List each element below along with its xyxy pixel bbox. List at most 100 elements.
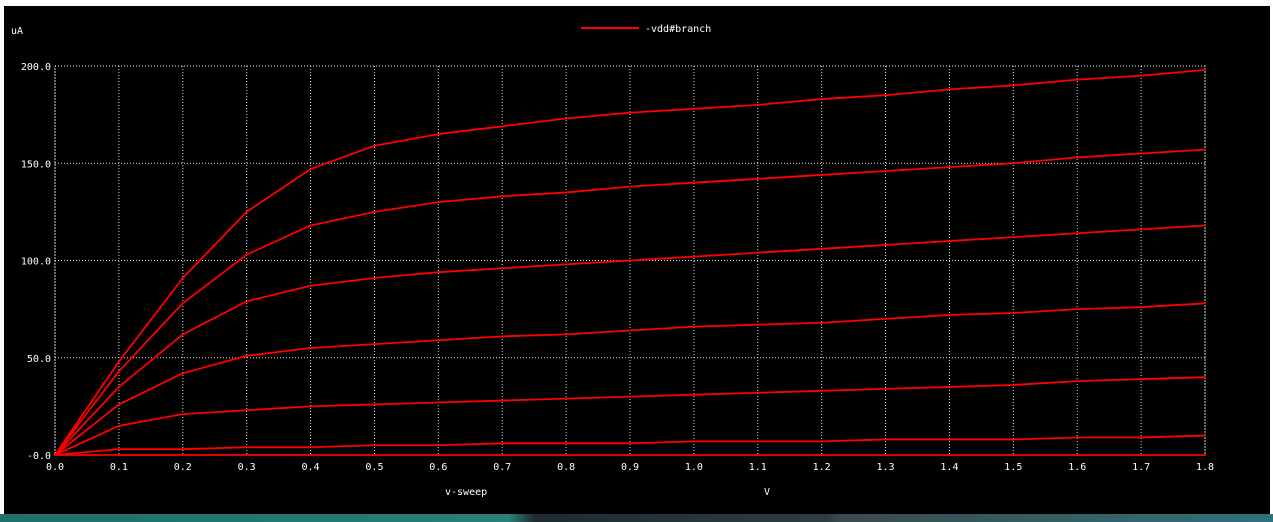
data-point — [373, 210, 376, 213]
data-point — [309, 454, 312, 456]
data-point — [373, 343, 376, 346]
data-point — [820, 389, 823, 392]
data-point — [1140, 74, 1143, 77]
x-tick-label: 0.7 — [493, 462, 511, 473]
data-point — [245, 409, 248, 412]
data-point — [884, 244, 887, 246]
data-point — [501, 267, 504, 270]
data-point — [181, 454, 184, 456]
data-point — [245, 300, 248, 303]
data-point — [117, 454, 120, 456]
x-tick-label: 0.5 — [365, 462, 383, 473]
data-point — [437, 401, 440, 404]
x-tick-label: 0.3 — [238, 462, 256, 473]
data-point — [1076, 156, 1079, 159]
data-point — [1076, 78, 1079, 81]
data-point — [884, 170, 887, 172]
data-point — [692, 454, 695, 456]
data-point — [1204, 302, 1206, 305]
data-point — [565, 117, 568, 120]
data-point — [501, 125, 504, 128]
data-point — [437, 339, 440, 342]
data-point — [629, 259, 631, 262]
data-point — [820, 98, 823, 100]
x-tick-label: 1.2 — [813, 462, 831, 473]
data-point — [1204, 68, 1206, 71]
data-point — [820, 454, 823, 456]
y-tick-label: -0.0 — [27, 451, 51, 462]
data-point — [820, 247, 823, 250]
data-point — [309, 347, 312, 349]
data-point — [1012, 384, 1015, 386]
data-point — [565, 333, 568, 336]
data-point — [245, 454, 248, 456]
data-point — [181, 372, 184, 375]
data-point — [629, 454, 631, 456]
x-tick-label: 0.4 — [302, 462, 320, 473]
data-point — [1012, 312, 1015, 314]
data-point — [117, 424, 120, 427]
data-point — [1140, 454, 1143, 456]
data-point — [181, 448, 184, 451]
data-point — [820, 174, 823, 176]
data-point — [1076, 436, 1079, 439]
data-point — [1076, 380, 1079, 382]
data-point — [692, 181, 695, 184]
x-tick-label: 1.5 — [1004, 462, 1022, 473]
data-point — [884, 454, 887, 456]
data-point — [501, 335, 504, 338]
data-point — [884, 317, 887, 320]
data-point — [54, 454, 56, 456]
legend-label: -vdd#branch — [645, 24, 711, 35]
data-point — [756, 323, 759, 326]
data-point — [117, 360, 120, 363]
y-tick-label: 200.0 — [21, 62, 51, 73]
data-point — [565, 263, 568, 266]
data-point — [309, 405, 312, 408]
data-point — [565, 397, 568, 400]
line-chart: 0.0 0.1 0.2 0.3 0.4 0.5 0.6 0.7 0.8 0.9 1.0 1.1 1.2 1… — [11, 24, 1214, 498]
data-point — [117, 386, 120, 388]
data-point — [373, 454, 376, 456]
data-point — [692, 255, 695, 258]
data-point — [1076, 454, 1079, 456]
data-point — [884, 94, 887, 97]
data-point — [629, 395, 631, 398]
x-tick-label: 0.8 — [557, 462, 575, 473]
x-tick-label: 1.8 — [1196, 462, 1214, 473]
data-point — [948, 314, 951, 316]
data-point — [181, 277, 184, 279]
data-point — [948, 240, 951, 242]
data-point — [692, 325, 695, 328]
data-point — [117, 370, 120, 373]
series-lines — [54, 68, 1206, 456]
data-point — [437, 201, 440, 204]
data-point — [501, 399, 504, 402]
data-point — [1076, 232, 1079, 235]
data-point — [1012, 162, 1015, 165]
data-point — [692, 107, 695, 110]
data-point — [756, 251, 759, 254]
x-unit-label: V — [764, 487, 770, 498]
data-point — [1140, 228, 1143, 231]
data-point — [1012, 84, 1015, 87]
data-point — [884, 387, 887, 390]
data-point — [501, 454, 504, 456]
data-point — [1012, 236, 1015, 239]
data-point — [629, 329, 631, 332]
plot-window: 0.0 0.1 0.2 0.3 0.4 0.5 0.6 0.7 0.8 0.9 1.0 1.1 1.2 1… — [4, 6, 1270, 514]
data-point — [948, 88, 951, 91]
data-point — [437, 271, 440, 274]
data-point — [309, 446, 312, 449]
x-tick-label: 0.9 — [621, 462, 639, 473]
data-point — [1140, 306, 1143, 309]
data-point — [629, 111, 631, 114]
data-point — [756, 391, 759, 394]
plot-border — [54, 65, 1206, 456]
x-tick-label: 1.4 — [940, 462, 958, 473]
data-point — [884, 438, 887, 441]
x-tick-label: 1.6 — [1068, 462, 1086, 473]
data-point — [948, 438, 951, 441]
data-point — [309, 284, 312, 287]
data-point — [820, 440, 823, 443]
